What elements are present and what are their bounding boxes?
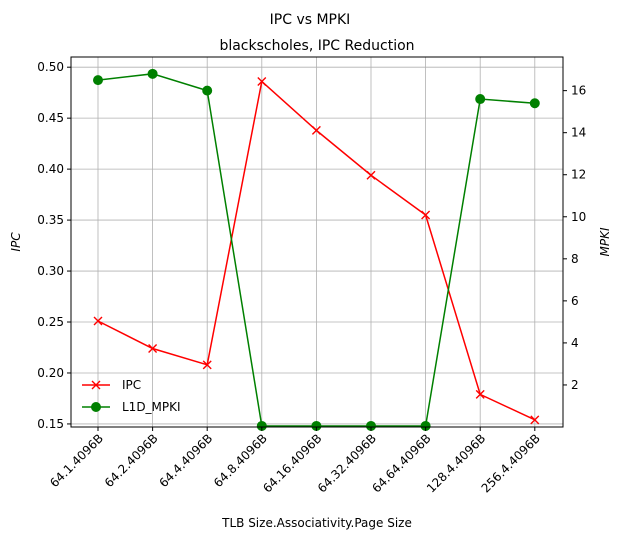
data-point [366,170,376,180]
data-point [311,125,321,135]
right-y-tick-label: 12 [571,168,586,182]
series-l1d-mpki [93,68,540,431]
grid-lines [71,57,563,427]
data-point [530,415,540,425]
data-point [475,94,486,105]
data-point [529,98,540,109]
left-y-tick-label: 0.20 [37,366,64,380]
right-y-tick-label: 6 [571,294,579,308]
series-ipc [93,76,540,425]
left-y-tick-label: 0.35 [37,213,64,227]
left-y-tick-label: 0.45 [37,111,64,125]
data-point [147,68,158,79]
left-y-tick-label: 0.15 [37,417,64,431]
right-y-tick-label: 8 [571,252,579,266]
right-y-tick-label: 16 [571,84,586,98]
left-y-tick-label: 0.40 [37,162,64,176]
legend-entry: L1D_MPKI [82,400,181,414]
right-y-tick-label: 2 [571,378,579,392]
left-y-tick-label: 0.30 [37,264,64,278]
legend-marker [91,380,101,390]
legend: IPC L1D_MPKI [82,378,181,414]
x-tick-label: 64.8.4096B [211,431,270,490]
data-point [93,75,103,86]
right-y-axis-label: MPKI [598,227,612,256]
data-point [475,389,485,399]
series-layer [93,68,540,431]
right-y-tick-label: 10 [571,210,586,224]
left-y-tick-label: 0.50 [37,60,64,74]
legend-entry: IPC [82,378,141,392]
chart-title: IPC vs MPKI [270,12,351,28]
legend-label: L1D_MPKI [122,400,181,414]
legend-label: IPC [122,378,141,392]
x-tick-label: 64.1.4096B [47,431,106,490]
x-axis-label: TLB Size.Associativity.Page Size [221,516,412,530]
plot-frame [70,56,564,428]
data-point [202,85,213,96]
legend-marker [91,402,101,412]
data-point [93,316,103,326]
chart-subtitle: blackscholes, IPC Reduction [219,38,414,54]
data-point [257,76,267,86]
data-point [202,360,212,370]
x-tick-label: 64.2.4096B [102,431,161,490]
right-y-tick-label: 14 [571,126,586,140]
left-y-tick-label: 0.25 [37,315,64,329]
x-tick-label: 64.4.4096B [156,431,215,490]
left-y-axis-label: IPC [9,232,23,252]
x-tick-label: 256.4.4096B [479,431,543,495]
right-y-tick-label: 4 [571,336,579,350]
data-point [421,210,431,220]
data-point [148,344,158,354]
